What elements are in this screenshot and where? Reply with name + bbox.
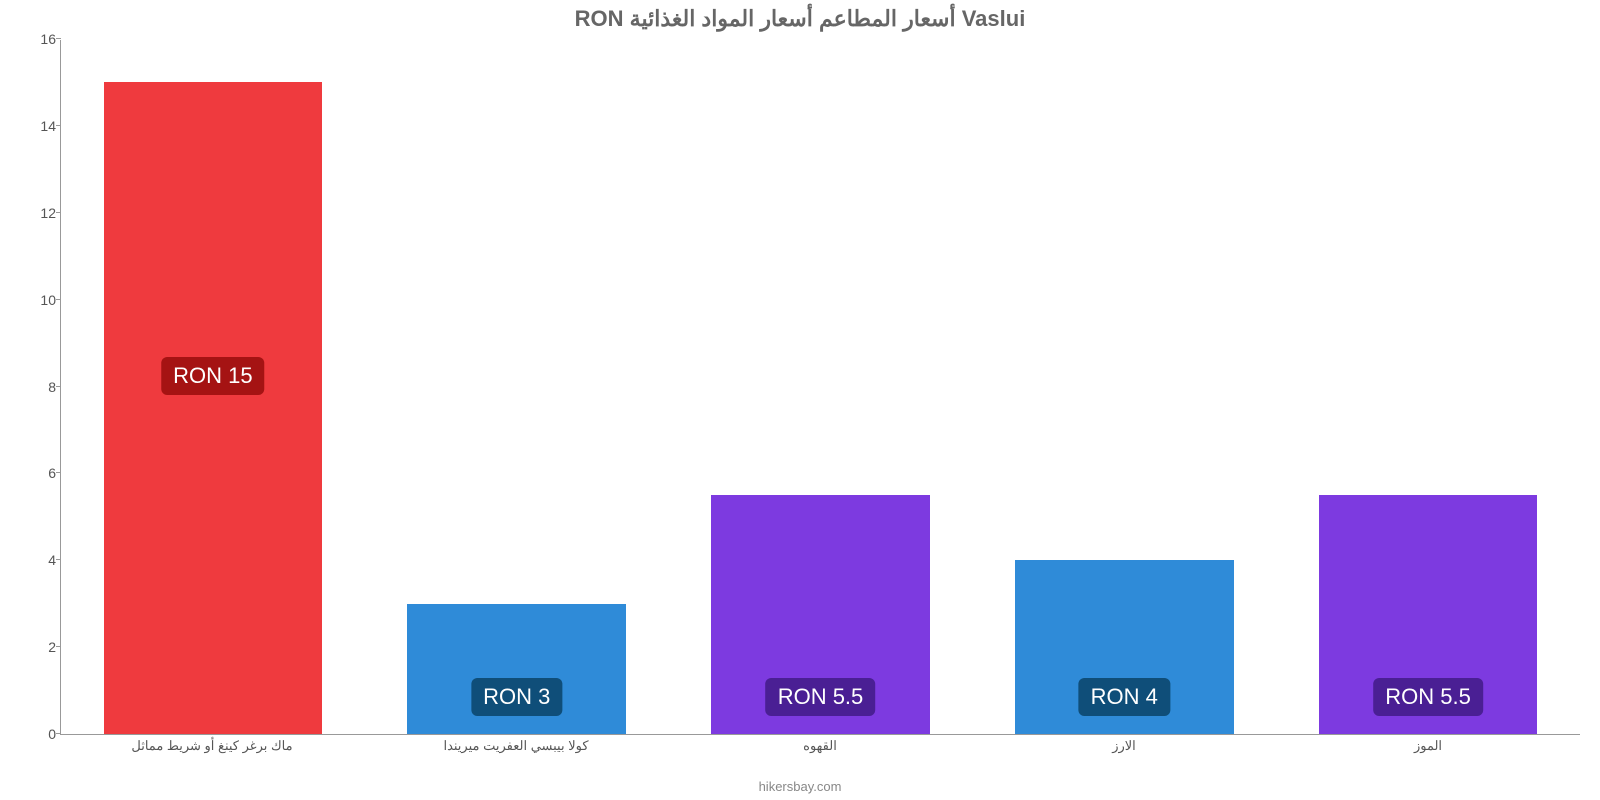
- bar: RON 5.5: [711, 495, 930, 734]
- y-tick-label: 10: [16, 292, 56, 308]
- bar-value-badge: RON 4: [1079, 678, 1170, 716]
- bar: RON 5.5: [1319, 495, 1538, 734]
- y-tick-label: 16: [16, 31, 56, 47]
- bar: RON 15: [104, 82, 323, 734]
- x-axis-label: كولا بيبسي العفريت ميريندا: [364, 738, 668, 754]
- y-tick-mark: [56, 212, 61, 213]
- y-tick-mark: [56, 38, 61, 39]
- y-tick-label: 14: [16, 118, 56, 134]
- y-tick-label: 12: [16, 205, 56, 221]
- chart-title: RON أسعار المطاعم أسعار المواد الغذائية …: [0, 6, 1600, 32]
- y-tick-label: 0: [16, 726, 56, 742]
- y-tick-mark: [56, 386, 61, 387]
- bar-value-badge: RON 3: [471, 678, 562, 716]
- plot-area: RON 15RON 3RON 5.5RON 4RON 5.5 024681012…: [60, 40, 1580, 735]
- y-tick-label: 8: [16, 379, 56, 395]
- bar-slot: RON 4: [972, 40, 1276, 734]
- bar-value-badge: RON 5.5: [1373, 678, 1483, 716]
- y-tick-label: 6: [16, 465, 56, 481]
- x-axis-labels: ماك برغر كينغ أو شريط مماثلكولا بيبسي ال…: [60, 738, 1580, 754]
- y-tick-mark: [56, 125, 61, 126]
- bar-value-badge: RON 15: [161, 357, 264, 395]
- y-tick-mark: [56, 472, 61, 473]
- bar-slot: RON 5.5: [669, 40, 973, 734]
- y-tick-label: 2: [16, 639, 56, 655]
- bar: RON 4: [1015, 560, 1234, 734]
- x-axis-label: الموز: [1276, 738, 1580, 754]
- bar-slot: RON 3: [365, 40, 669, 734]
- bar-value-badge: RON 5.5: [766, 678, 876, 716]
- y-tick-mark: [56, 559, 61, 560]
- bars-container: RON 15 RON 3 RON 5.5 RON 4 RON 5.5: [61, 40, 1580, 734]
- y-tick-label: 4: [16, 552, 56, 568]
- bar: RON 3: [407, 604, 626, 734]
- x-axis-label: ماك برغر كينغ أو شريط مماثل: [60, 738, 364, 754]
- y-tick-mark: [56, 646, 61, 647]
- bar-slot: RON 5.5: [1276, 40, 1580, 734]
- x-axis-label: الارز: [972, 738, 1276, 754]
- chart-footer: hikersbay.com: [0, 779, 1600, 794]
- y-tick-mark: [56, 299, 61, 300]
- x-axis-label: القهوه: [668, 738, 972, 754]
- bar-slot: RON 15: [61, 40, 365, 734]
- bar-chart: RON أسعار المطاعم أسعار المواد الغذائية …: [0, 0, 1600, 800]
- y-tick-mark: [56, 733, 61, 734]
